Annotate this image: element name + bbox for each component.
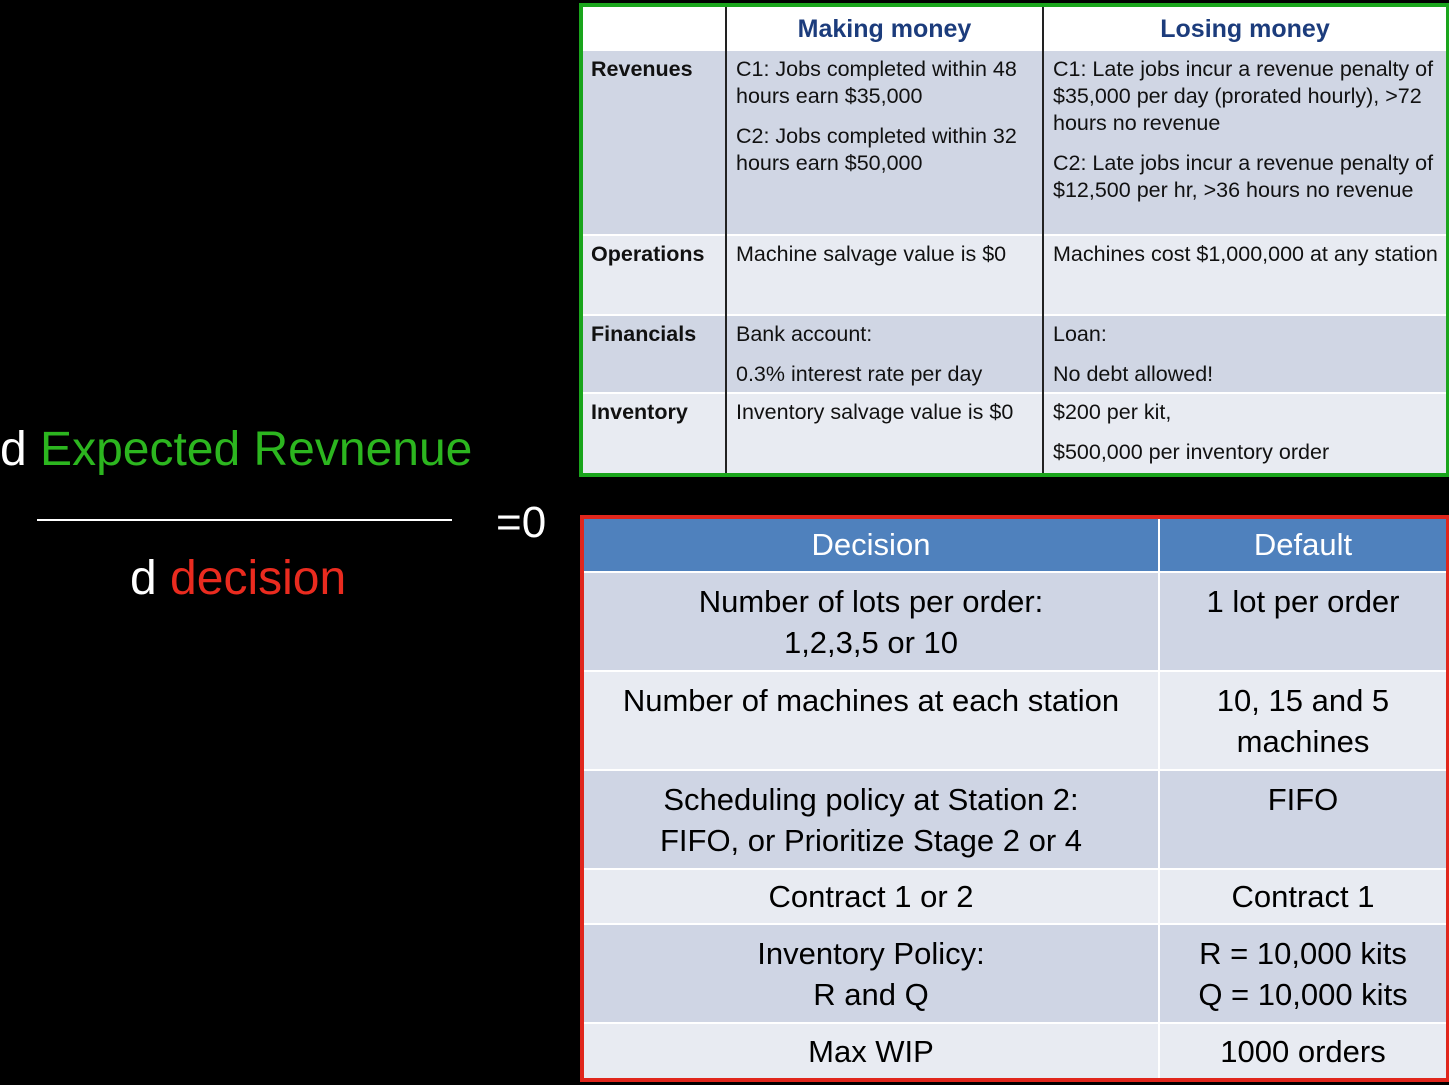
cell-text: No debt allowed!: [1053, 362, 1214, 386]
rules-header-losing-money: Losing money: [1043, 7, 1446, 51]
decision-row-max-wip: Max WIP 1000 orders: [584, 1022, 1446, 1078]
decision-row-inventory-policy: Inventory Policy: R and Q R = 10,000 kit…: [584, 923, 1446, 1024]
cell-line: R and Q: [813, 977, 929, 1013]
cell-line: Contract 1 or 2: [768, 879, 974, 915]
decisions-table: Decision Default Number of lots per orde…: [584, 519, 1446, 1078]
cell-text: C1: Jobs completed within 48 hours earn …: [736, 57, 1017, 108]
rules-header-row: Making money Losing money: [583, 7, 1446, 51]
rules-table: Making money Losing money Revenues C1: J…: [583, 7, 1446, 473]
cell-line: Scheduling policy at Station 2:: [663, 781, 1079, 817]
cell-text: Bank account:: [736, 322, 873, 346]
cell-line: R = 10,000 kits: [1199, 936, 1407, 972]
cell-line: 1 lot per order: [1206, 584, 1400, 619]
cell-text: Inventory salvage value is $0: [736, 400, 1014, 424]
formula-numerator: d Expected Revnenue: [0, 422, 500, 478]
cell-text: 0.3% interest rate per day: [736, 362, 983, 386]
default-cell: 1000 orders: [1159, 1022, 1446, 1078]
cell-line: 1000 orders: [1220, 1033, 1386, 1069]
decision-row-lots-per-order: Number of lots per order: 1,2,3,5 or 10 …: [584, 571, 1446, 671]
fraction-bar: [37, 519, 452, 521]
decisions-header-decision: Decision: [584, 519, 1160, 572]
cell-line: Number of machines at each station: [622, 682, 1120, 718]
cell-text: Machines cost $1,000,000 at any station: [1053, 242, 1438, 266]
decision-cell: Max WIP: [584, 1022, 1160, 1078]
decision-cell: Inventory Policy: R and Q: [584, 923, 1160, 1024]
cell-text: Machine salvage value is $0: [736, 242, 1007, 266]
cell-line: Number of lots per order:: [698, 584, 1044, 619]
cell-text: C2: Jobs completed within 32 hours earn …: [736, 124, 1017, 175]
cell-line: Q = 10,000 kits: [1198, 977, 1408, 1013]
formula-denominator: d decision: [130, 551, 430, 607]
cell-line: machines: [1236, 723, 1370, 759]
decision-cell: Contract 1 or 2: [584, 867, 1160, 925]
rules-row-operations: Operations Machine salvage value is $0 M…: [583, 234, 1446, 315]
cell-text: $500,000 per inventory order: [1053, 440, 1330, 464]
making-money-cell: Machine salvage value is $0: [726, 234, 1044, 315]
row-label: Inventory: [583, 392, 727, 473]
making-money-cell: Bank account: 0.3% interest rate per day: [726, 314, 1044, 393]
making-money-cell: C1: Jobs completed within 48 hours earn …: [726, 51, 1044, 235]
losing-money-cell: C1: Late jobs incur a revenue penalty of…: [1043, 51, 1446, 235]
decision-row-machines: Number of machines at each station 10, 1…: [584, 669, 1446, 770]
losing-money-cell: Machines cost $1,000,000 at any station: [1043, 234, 1446, 315]
cell-line: 10, 15 and 5: [1216, 682, 1390, 718]
decision-cell: Number of machines at each station: [584, 669, 1160, 770]
default-cell: FIFO: [1159, 768, 1446, 869]
numerator-term: Expected Revnenue: [40, 423, 473, 476]
numerator-prefix: d: [0, 423, 27, 476]
default-cell: R = 10,000 kits Q = 10,000 kits: [1159, 923, 1446, 1024]
rules-table-box: Making money Losing money Revenues C1: J…: [579, 3, 1449, 477]
decisions-header-default: Default: [1159, 519, 1446, 572]
row-label: Financials: [583, 314, 727, 393]
equals-zero: =0: [496, 498, 547, 547]
decision-row-scheduling-policy: Scheduling policy at Station 2: FIFO, or…: [584, 768, 1446, 869]
cell-line: Inventory Policy:: [757, 936, 985, 972]
making-money-cell: Inventory salvage value is $0: [726, 392, 1044, 473]
losing-money-cell: Loan: No debt allowed!: [1043, 314, 1446, 393]
decisions-header-row: Decision Default: [584, 519, 1446, 572]
cell-line: FIFO, or Prioritize Stage 2 or 4: [659, 822, 1083, 858]
cell-text: C1: Late jobs incur a revenue penalty of…: [1053, 57, 1434, 135]
decisions-table-box: Decision Default Number of lots per orde…: [580, 515, 1449, 1082]
rules-row-inventory: Inventory Inventory salvage value is $0 …: [583, 392, 1446, 473]
cell-text: C2: Late jobs incur a revenue penalty of…: [1053, 151, 1434, 202]
cell-line: 1,2,3,5 or 10: [783, 625, 959, 660]
losing-money-cell: $200 per kit, $500,000 per inventory ord…: [1043, 392, 1446, 473]
cell-line: FIFO: [1267, 781, 1339, 817]
decision-row-contract: Contract 1 or 2 Contract 1: [584, 867, 1446, 925]
default-cell: 1 lot per order: [1159, 571, 1446, 671]
cell-line: Contract 1: [1231, 879, 1375, 915]
rules-row-revenues: Revenues C1: Jobs completed within 48 ho…: [583, 51, 1446, 235]
default-cell: Contract 1: [1159, 867, 1446, 925]
denominator-term: decision: [170, 552, 347, 605]
cell-line: Max WIP: [808, 1033, 934, 1069]
cell-text: Loan:: [1053, 322, 1107, 346]
rules-row-financials: Financials Bank account: 0.3% interest r…: [583, 314, 1446, 393]
decision-cell: Scheduling policy at Station 2: FIFO, or…: [584, 768, 1160, 869]
row-label: Operations: [583, 234, 727, 315]
decision-cell: Number of lots per order: 1,2,3,5 or 10: [584, 571, 1160, 671]
cell-text: $200 per kit,: [1053, 400, 1172, 424]
default-cell: 10, 15 and 5 machines: [1159, 669, 1446, 770]
row-label: Revenues: [583, 51, 727, 235]
rules-header-empty: [583, 7, 727, 51]
denominator-prefix: d: [130, 552, 157, 605]
rules-header-making-money: Making money: [726, 7, 1044, 51]
